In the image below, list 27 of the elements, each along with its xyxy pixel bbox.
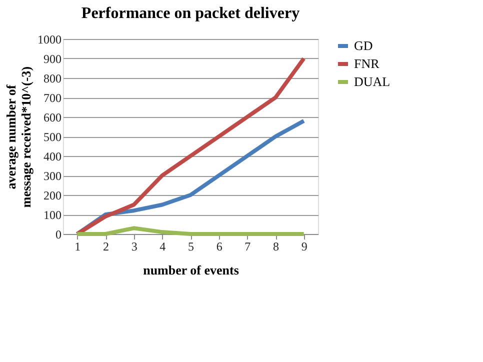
y-tick-label: 900 <box>44 52 62 66</box>
y-tick-label: 500 <box>44 130 62 144</box>
x-tick-label: 8 <box>273 240 279 254</box>
x-tick-label: 4 <box>160 240 166 254</box>
y-tick-label: 0 <box>56 228 62 242</box>
x-tick-label: 2 <box>103 240 109 254</box>
x-tick-label: 5 <box>188 240 194 254</box>
y-tick-label: 400 <box>44 150 62 164</box>
y-tick-label: 800 <box>44 72 62 86</box>
x-tick-label: 7 <box>244 240 251 254</box>
x-tick-label: 6 <box>216 240 222 254</box>
x-tick-label: 3 <box>131 240 138 254</box>
y-tick-label: 1000 <box>38 32 62 46</box>
y-tick-label: 700 <box>44 91 62 105</box>
legend-label: GD <box>354 38 373 53</box>
x-tick-label: 1 <box>74 240 81 254</box>
line-series <box>75 56 306 236</box>
legend-label: FNR <box>354 56 380 71</box>
y-tick-label: 600 <box>44 110 62 124</box>
y-tick-label: 200 <box>44 188 62 202</box>
chart-title: Performance on packet delivery <box>81 5 300 22</box>
legend-label: DUAL <box>354 74 390 89</box>
y-tick-label: 100 <box>44 208 62 222</box>
y-axis-title: average number of message received*10^(-3) <box>4 66 34 208</box>
x-tick-label: 9 <box>301 240 308 254</box>
y-tick-label: 300 <box>44 169 62 183</box>
x-axis-title: number of events <box>143 262 239 278</box>
